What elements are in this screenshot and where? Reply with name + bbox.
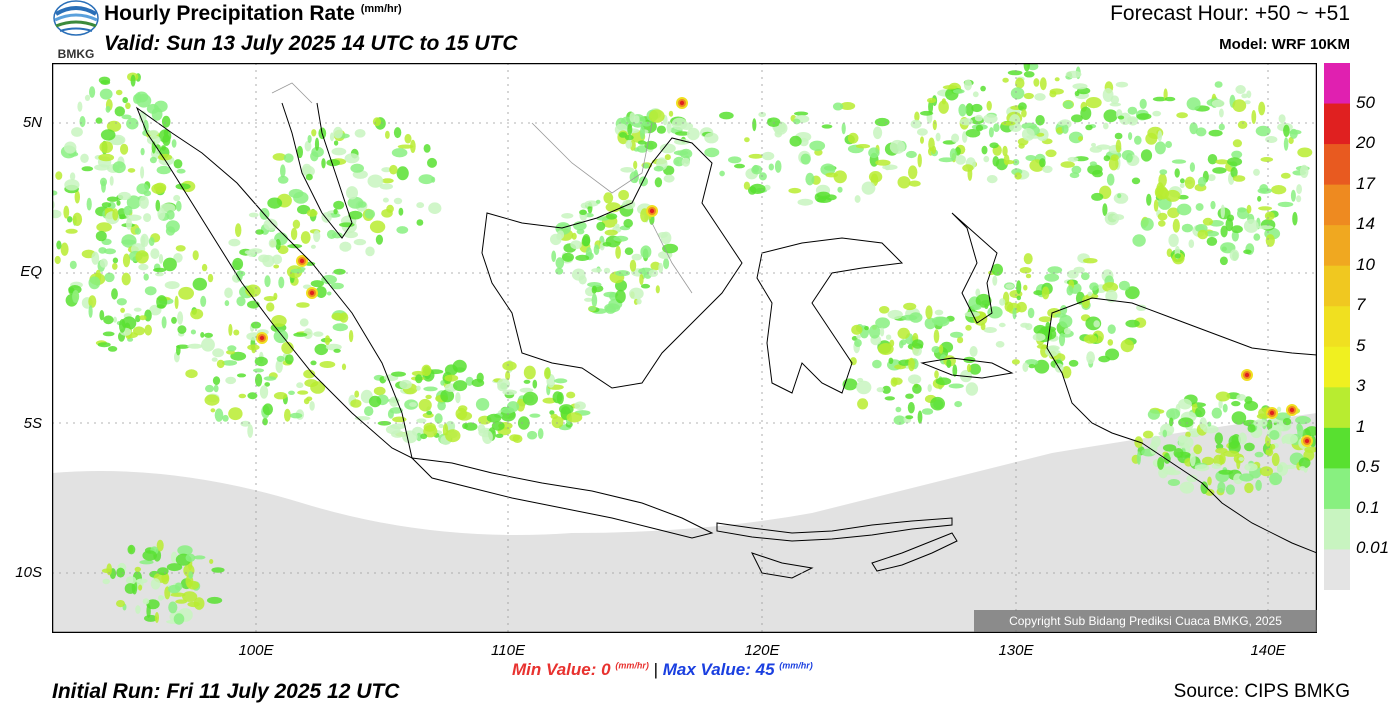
colorbar-swatch: [1324, 427, 1350, 469]
bmkg-logo: BMKG: [52, 0, 100, 62]
colorbar-label: 10: [1356, 254, 1375, 274]
model-name: Model: WRF 10KM: [1219, 36, 1350, 53]
colorbar-swatch: [1324, 306, 1350, 348]
precip-heavy-cells: [256, 97, 1313, 447]
lat-label-eq: EQ: [20, 263, 42, 280]
precipitation-map: [49, 58, 1319, 634]
initial-run: Initial Run: Fri 11 July 2025 12 UTC: [52, 680, 400, 703]
colorbar-label: 14: [1356, 214, 1375, 234]
min-max-separator: |: [653, 660, 658, 679]
colorbar-swatch: [1324, 144, 1350, 186]
chart-title: Hourly Precipitation Rate (mm/hr): [104, 2, 402, 26]
lon-label-110e: 110E: [491, 642, 525, 659]
colorbar-label: 7: [1356, 295, 1366, 315]
colorbar-swatch: [1324, 63, 1350, 105]
lon-label-120e: 120E: [744, 642, 780, 659]
precip-green-areas: [49, 58, 1319, 625]
max-label: Max Value:: [662, 660, 751, 679]
colorbar-swatch: [1324, 387, 1350, 429]
title-unit: (mm/hr): [360, 3, 402, 15]
min-max-values: Min Value: 0 (mm/hr) | Max Value: 45 (mm…: [512, 660, 813, 680]
lat-label-5n: 5N: [22, 114, 42, 131]
lon-label-140e: 140E: [1250, 642, 1286, 659]
colorbar-swatch: [1324, 184, 1350, 226]
valid-time: Valid: Sun 13 July 2025 14 UTC to 15 UTC: [104, 32, 518, 55]
coastlines: [135, 102, 1318, 579]
colorbar-label: 50: [1356, 92, 1375, 112]
colorbar-swatch: [1324, 508, 1350, 550]
min-value: 0: [601, 660, 611, 679]
max-value: 45: [755, 660, 775, 679]
colorbar-label: 17: [1356, 173, 1375, 193]
title-text: Hourly Precipitation Rate: [104, 2, 355, 25]
colorbar-swatch: [1324, 468, 1350, 510]
colorbar-label: 5: [1356, 335, 1366, 355]
svg-text:BMKG: BMKG: [58, 47, 95, 61]
lat-label-10s: 10S: [15, 564, 42, 581]
colorbar-swatch: [1324, 265, 1350, 307]
colorbar-label: 3: [1356, 376, 1366, 396]
precip-light-areas: [52, 413, 1317, 633]
colorbar-label: 0.01: [1356, 538, 1390, 558]
source-label: Source: CIPS BMKG: [1173, 681, 1350, 702]
copyright-box: Copyright Sub Bidang Prediksi Cuaca BMKG…: [974, 610, 1317, 632]
colorbar-label: 20: [1356, 133, 1375, 153]
lon-label-100e: 100E: [238, 642, 274, 659]
colorbar-label: 0.5: [1356, 457, 1380, 477]
borders: [271, 82, 693, 294]
colorbar-swatch: [1324, 103, 1350, 145]
lat-label-5s: 5S: [23, 415, 42, 432]
graticule: [52, 63, 1317, 633]
lon-label-130e: 130E: [998, 642, 1034, 659]
colorbar-label: 0.1: [1356, 497, 1380, 517]
colorbar-swatch: [1324, 549, 1350, 591]
colorbar: [1324, 63, 1350, 591]
min-label: Min Value:: [512, 660, 597, 679]
max-unit: (mm/hr): [779, 660, 813, 671]
forecast-hour: Forecast Hour: +50 ~ +51: [1110, 2, 1350, 25]
colorbar-swatch: [1324, 225, 1350, 267]
colorbar-label: 1: [1356, 416, 1366, 436]
min-unit: (mm/hr): [615, 660, 649, 671]
colorbar-swatch: [1324, 346, 1350, 388]
